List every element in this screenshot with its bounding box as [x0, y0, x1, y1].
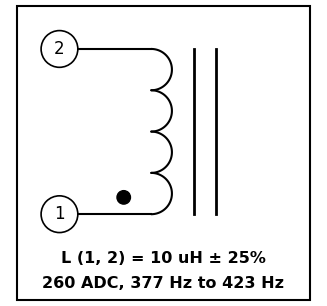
Circle shape	[41, 196, 78, 233]
Text: 1: 1	[54, 205, 65, 223]
Circle shape	[41, 31, 78, 67]
Circle shape	[117, 191, 130, 204]
Text: 260 ADC, 377 Hz to 423 Hz: 260 ADC, 377 Hz to 423 Hz	[43, 275, 284, 291]
Text: L (1, 2) = 10 uH ± 25%: L (1, 2) = 10 uH ± 25%	[61, 251, 266, 266]
Text: 2: 2	[54, 40, 65, 58]
